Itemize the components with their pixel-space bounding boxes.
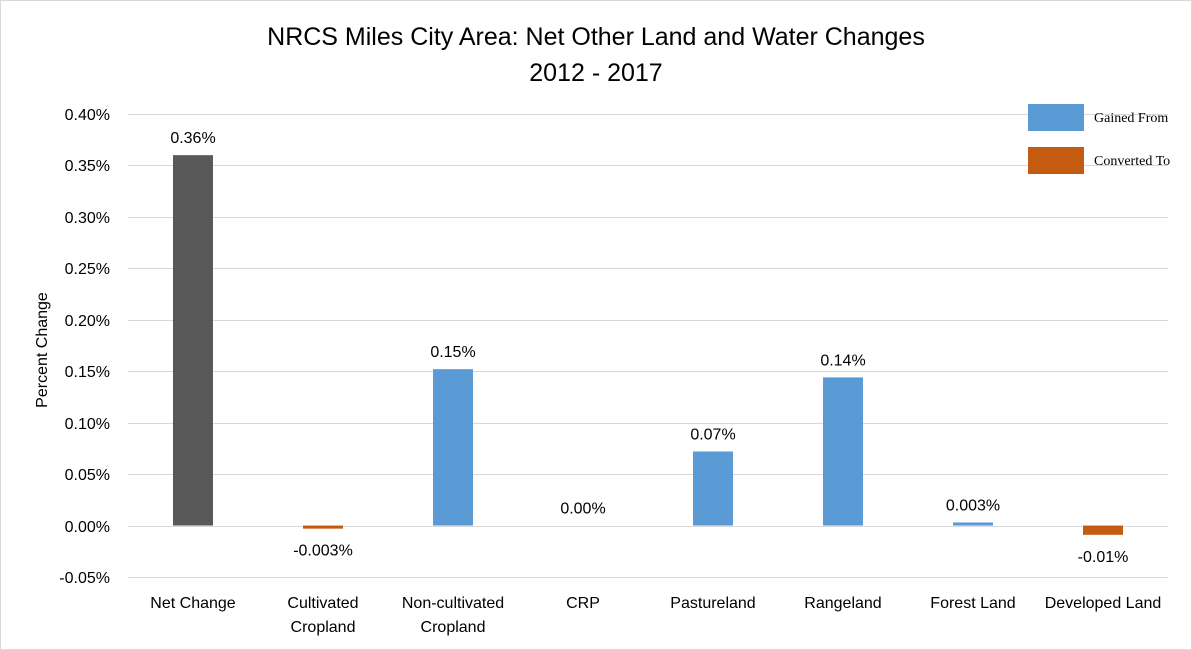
y-tick-label: 0.35%	[65, 158, 110, 175]
y-tick-label: 0.00%	[65, 519, 110, 536]
x-category-label: Cropland	[291, 619, 356, 636]
bar	[303, 525, 343, 529]
y-axis-ticks: -0.05% 0.00% 0.05% 0.10% 0.15% 0.20% 0.25% 0.30…	[59, 107, 110, 587]
data-label: 0.00%	[560, 501, 605, 518]
y-tick-label: 0.20%	[65, 313, 110, 330]
legend: Gained From Converted To	[1028, 104, 1170, 174]
data-label: 0.36%	[170, 130, 215, 147]
y-tick-label: 0.30%	[65, 210, 110, 227]
data-label: 0.07%	[690, 426, 735, 443]
data-label: 0.14%	[820, 352, 865, 369]
y-tick-label: 0.25%	[65, 261, 110, 278]
bar	[823, 377, 863, 526]
x-category-label: Pastureland	[670, 595, 755, 612]
data-label: 0.15%	[430, 344, 475, 361]
bars	[173, 155, 1123, 535]
x-category-label: Cropland	[421, 619, 486, 636]
bar	[433, 369, 473, 526]
y-tick-label: -0.05%	[59, 570, 110, 587]
data-labels: 0.36% -0.003% 0.15% 0.00% 0.07% 0.14% 0.003% -0…	[170, 130, 1128, 566]
legend-label: Converted To	[1094, 154, 1170, 169]
x-category-label: CRP	[566, 595, 600, 612]
bar	[693, 451, 733, 526]
y-axis-label: Percent Change	[34, 292, 51, 408]
x-category-label: Forest Land	[930, 595, 1015, 612]
legend-label: Gained From	[1094, 111, 1168, 126]
y-tick-label: 0.15%	[65, 364, 110, 381]
y-tick-label: 0.40%	[65, 107, 110, 124]
x-category-label: Net Change	[150, 595, 235, 612]
x-category-label: Developed Land	[1045, 595, 1162, 612]
chart-title: NRCS Miles City Area: Net Other Land and…	[267, 23, 925, 51]
legend-swatch	[1028, 104, 1084, 131]
bar	[1083, 525, 1123, 535]
x-category-label: Cultivated	[287, 595, 358, 612]
bar	[953, 522, 993, 526]
x-category-label: Non-cultivated	[402, 595, 504, 612]
x-category-label: Rangeland	[804, 595, 881, 612]
chart-subtitle: 2012 - 2017	[529, 59, 662, 87]
y-tick-label: 0.10%	[65, 416, 110, 433]
y-tick-label: 0.05%	[65, 467, 110, 484]
x-axis-categories: Net Change Cultivated Cropland Non-cultivat…	[150, 595, 1161, 636]
gridlines	[128, 114, 1168, 578]
legend-swatch	[1028, 147, 1084, 174]
data-label: -0.003%	[293, 543, 353, 560]
data-label: -0.01%	[1078, 549, 1129, 566]
data-label: 0.003%	[946, 497, 1000, 514]
bar	[173, 155, 213, 526]
